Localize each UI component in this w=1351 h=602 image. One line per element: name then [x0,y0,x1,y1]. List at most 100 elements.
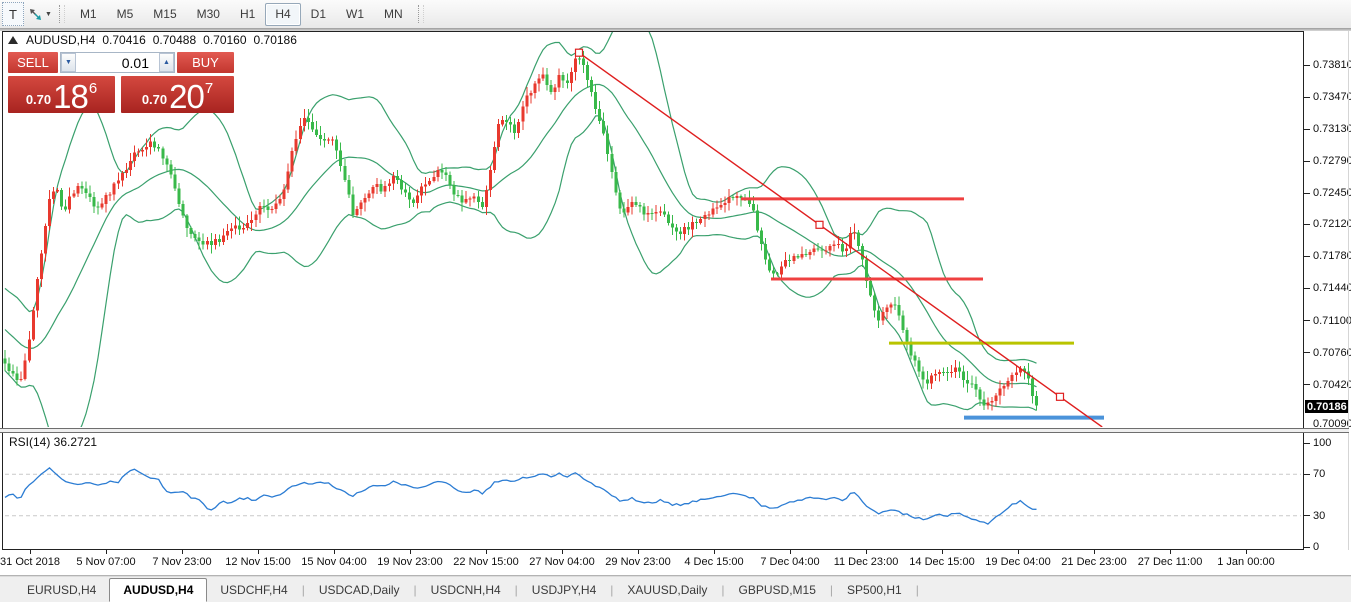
price-tick-label: 0.72120 [1313,218,1351,231]
price-tick-label: 0.73470 [1313,91,1351,104]
chart-tab-eurusd[interactable]: EURUSD,H4 [27,582,97,597]
toolbar: T ▼ M1 M5 M15 M30 H1 H4 D1 W1 MN [0,0,1351,28]
window-separator [0,28,1351,31]
sell-button[interactable]: SELL [8,52,58,73]
chart-tab-xauusd[interactable]: XAUUSD,Daily [627,582,708,597]
time-tick-mark [1170,550,1171,554]
rsi-panel[interactable]: RSI(14) 36.2721 [2,433,1304,550]
text-tool-icon: T [9,6,17,22]
collapse-triangle-icon[interactable] [8,36,18,44]
time-tick-label: 7 Dec 04:00 [760,556,820,568]
sell-price-box[interactable]: 0.70 18 6 [8,76,115,113]
time-tick-mark [106,550,107,554]
chart-tab-usdcnh[interactable]: USDCNH,H4 [430,582,501,597]
rsi-tick-label: 30 [1313,509,1326,522]
chart-tab-usdjpy[interactable]: USDJPY,H4 [531,582,597,597]
buy-button[interactable]: BUY [177,52,234,73]
lot-increase-button[interactable]: ▲ [159,53,174,72]
rsi-tick-label: 0 [1313,541,1320,553]
time-axis[interactable]: 31 Oct 2018 5 Nov 07:00 7 Nov 23:00 12 Nov … [0,550,1351,575]
text-tool-button[interactable]: T [2,2,24,26]
tab-separator: | [829,582,834,597]
lot-decrease-button[interactable]: ▼ [61,53,76,72]
time-tick-label: 12 Nov 15:00 [225,556,291,568]
timeframe-button-mn[interactable]: MN [384,7,403,21]
ohlc-close: 0.70186 [253,33,297,47]
time-tick-label: 4 Dec 15:00 [684,556,744,568]
time-tick-mark [486,550,487,554]
time-tick-label: 19 Dec 04:00 [985,556,1051,568]
time-tick-label: 29 Nov 23:00 [605,556,671,568]
time-tick-label: 22 Nov 15:00 [453,556,519,568]
price-tick-mark [1304,65,1310,66]
arrows-tool-button[interactable]: ▼ [28,3,52,25]
rsi-axis[interactable]: 100 70 30 0 [1304,433,1349,553]
price-tick-mark [1304,224,1310,225]
rsi-tick-mark [1304,547,1310,548]
chart-tab-gbpusd[interactable]: GBPUSD,M15 [738,582,816,597]
toolbar-grip[interactable] [58,5,65,23]
time-tick-mark [1018,550,1019,554]
price-tick-mark [1304,256,1310,257]
price-tick-label: 0.72450 [1313,187,1351,200]
time-tick-mark [182,550,183,554]
price-tick-label: 0.73810 [1313,59,1351,72]
price-tick-mark [1304,129,1310,130]
timeframe-button-m1[interactable]: M1 [79,7,97,21]
rsi-tick-mark [1304,515,1310,516]
tab-separator: | [514,582,518,597]
ohlc-high: 0.70488 [152,33,197,47]
rsi-tick-label: 100 [1313,437,1332,449]
buy-price-box[interactable]: 0.70 20 7 [121,76,234,113]
time-tick-label: 27 Dec 11:00 [1137,556,1203,568]
lot-size-input[interactable]: 0.01 [76,53,159,72]
toolbar-grip-right[interactable] [417,5,424,23]
rsi-tick-mark [1304,443,1310,444]
price-tick-label: 0.72790 [1313,155,1351,168]
panel-splitter[interactable] [0,428,1349,433]
price-tick-label: 0.70760 [1313,346,1351,359]
rsi-tick-label: 70 [1313,468,1326,481]
price-tick-mark [1304,193,1310,194]
chart-title-bar: AUDUSD,H4 0.70416 0.70488 0.70160 0.7018… [8,33,297,47]
price-tick-mark [1304,320,1310,321]
lot-size-stepper: ▼ 0.01 ▲ [60,52,175,73]
timeframe-toolbar: M1 M5 M15 M30 H1 H4 D1 W1 MN [70,0,413,28]
time-tick-mark [1094,550,1095,554]
chart-tab-usdchf[interactable]: USDCHF,H4 [220,582,288,597]
timeframe-button-d1[interactable]: D1 [310,7,326,21]
rsi-label: RSI(14) 36.2721 [9,435,98,449]
dropdown-caret-icon: ▼ [45,10,52,18]
time-tick-label: 14 Dec 15:00 [909,556,975,568]
rsi-tick-mark [1304,474,1310,475]
price-tick-mark [1304,384,1310,385]
rsi-chart [4,467,1301,525]
chart-tab-usdcad[interactable]: USDCAD,Daily [318,582,400,597]
time-tick-label: 7 Nov 23:00 [152,556,212,568]
timeframe-button-m30[interactable]: M30 [196,7,220,21]
time-tick-label: 1 Jan 00:00 [1217,556,1275,568]
timeframe-button-h4[interactable]: H4 [265,2,301,26]
tab-separator: | [721,582,725,597]
axis-edge-line [1348,31,1349,575]
timeframe-button-h1[interactable]: H1 [239,7,256,21]
timeframe-button-m15[interactable]: M15 [153,7,177,21]
chart-symbol: AUDUSD,H4 [26,33,96,47]
candlestick-chart [3,32,1104,427]
time-tick-label: 21 Dec 23:00 [1061,556,1127,568]
sell-price-base: 0.70 [25,92,52,107]
timeframe-button-w1[interactable]: W1 [346,7,364,21]
chart-tab-audusd[interactable]: AUDUSD,H4 [109,577,208,602]
price-axis[interactable]: 0.73810 0.73470 0.73130 0.72790 0.72450 0.721… [1304,31,1351,430]
chart-tab-sp500[interactable]: SP500,H1 [847,582,902,597]
one-click-trading-panel: SELL ▼ 0.01 ▲ BUY 0.70 18 6 0.70 20 7 [8,52,234,113]
time-tick-mark [714,550,715,554]
tab-bar-separator [0,575,1351,576]
time-tick-mark [1246,550,1247,554]
price-tick-label: 0.71780 [1313,250,1351,263]
sell-price-pip: 6 [88,80,98,97]
timeframe-button-m5[interactable]: M5 [116,7,134,21]
time-tick-label: 5 Nov 07:00 [76,556,136,568]
current-price-box: 0.70186 [1305,400,1349,414]
